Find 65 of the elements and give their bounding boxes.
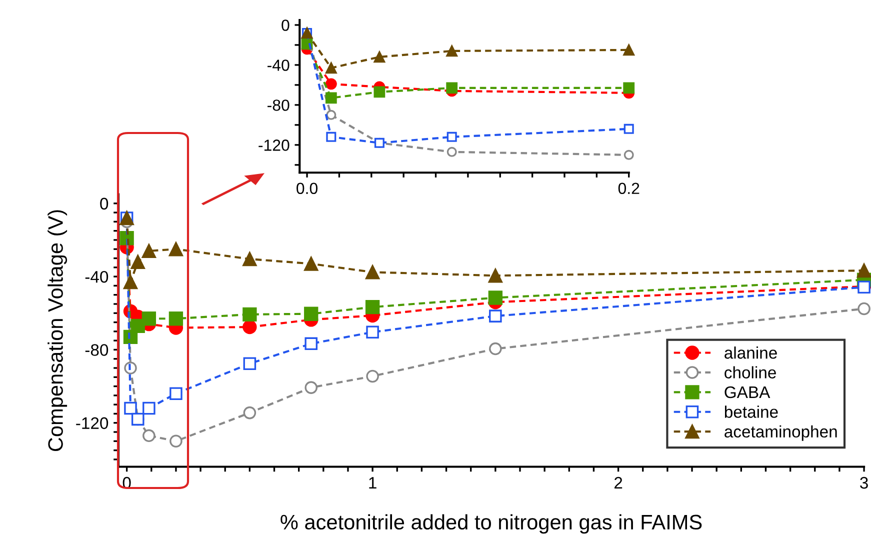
point <box>624 124 634 134</box>
y-tick-label: -120 <box>258 140 290 151</box>
point <box>623 44 635 56</box>
point <box>304 306 318 321</box>
x-tick-label: 3 <box>860 476 868 489</box>
y-tick-label: -40 <box>85 270 108 283</box>
x-tick-label: 0.0 <box>296 182 318 194</box>
x-axis-title: % acetonitrile added to nitrogen gas in FAIMS <box>280 514 702 534</box>
point <box>142 402 156 415</box>
point <box>326 110 336 120</box>
y-tick-label: -40 <box>268 60 290 71</box>
point <box>488 290 503 305</box>
point <box>142 244 156 258</box>
point <box>856 263 871 278</box>
point <box>243 406 256 420</box>
y-tick-label: 0 <box>100 198 108 210</box>
point <box>446 146 457 157</box>
point <box>170 434 182 448</box>
legend-label: alanine <box>724 346 777 359</box>
point <box>365 300 380 314</box>
point <box>489 342 502 356</box>
point <box>304 337 318 350</box>
point <box>130 254 145 270</box>
point <box>326 132 336 142</box>
legend-label: GABA <box>724 386 770 398</box>
point <box>304 381 318 394</box>
point <box>624 150 634 160</box>
legend-label: choline <box>724 366 776 378</box>
point <box>488 268 503 283</box>
x-tick-label: 2 <box>614 476 622 489</box>
point <box>304 256 318 271</box>
point <box>123 274 138 290</box>
point <box>374 86 386 98</box>
point <box>124 402 137 415</box>
legend-label: acetaminophen <box>724 425 837 441</box>
point <box>170 387 182 400</box>
point <box>858 302 870 316</box>
y-tick-label: -80 <box>85 344 108 356</box>
y-tick-label: -80 <box>268 100 290 111</box>
point <box>242 252 257 266</box>
point <box>325 78 337 90</box>
point <box>142 312 156 326</box>
point <box>325 62 337 74</box>
point <box>242 307 257 322</box>
point <box>168 242 184 256</box>
x-tick-label: 0.2 <box>618 182 640 194</box>
point <box>242 320 257 334</box>
point <box>446 45 458 57</box>
point <box>325 92 337 104</box>
y-tick-label: 0 <box>282 20 290 31</box>
point <box>365 265 380 280</box>
point <box>142 429 156 442</box>
y-tick-label: -120 <box>76 417 108 430</box>
point <box>489 310 502 322</box>
point <box>168 312 184 326</box>
point <box>366 326 379 339</box>
y-axis-title: Compensation Voltage (V) <box>48 210 68 452</box>
point <box>446 132 457 142</box>
x-tick-label: 1 <box>369 477 376 489</box>
point <box>374 51 386 63</box>
point <box>446 82 458 94</box>
point <box>243 357 256 370</box>
point <box>623 82 635 94</box>
point <box>366 370 379 383</box>
legend-label: betaine <box>724 406 778 418</box>
